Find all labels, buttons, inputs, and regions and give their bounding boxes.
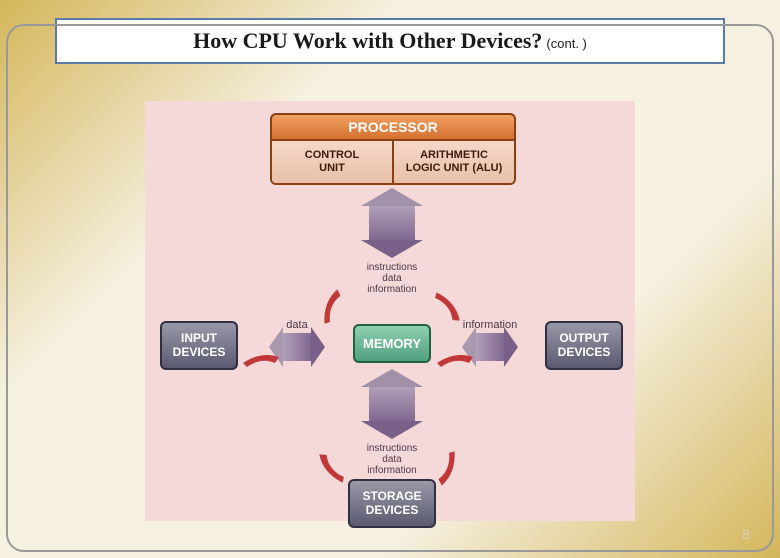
arrow-label: data [337,273,447,284]
arrow-label: instructions [337,443,447,454]
processor-box: PROCESSOR CONTROLUNIT ARITHMETICLOGIC UN… [270,113,516,185]
arrow-label: instructions [337,262,447,273]
arrow-memory-storage: instructions data information [337,387,447,476]
processor-body: CONTROLUNIT ARITHMETICLOGIC UNIT (ALU) [270,141,516,185]
title-bar: How CPU Work with Other Devices? (cont. … [55,18,725,64]
double-arrow-icon [476,333,504,361]
double-arrow-icon [283,333,311,361]
double-arrow-icon [369,206,415,240]
control-unit-box: CONTROLUNIT [272,141,394,183]
slide-title: How CPU Work with Other Devices? [193,28,542,53]
arrow-processor-memory: instructions data information [337,206,447,295]
output-devices-box: OUTPUTDEVICES [545,321,623,370]
arrow-ms-labels: instructions data information [337,443,447,476]
alu-box: ARITHMETICLOGIC UNIT (ALU) [394,141,514,183]
processor-header: PROCESSOR [270,113,516,141]
diagram-area: PROCESSOR CONTROLUNIT ARITHMETICLOGIC UN… [145,101,635,521]
arrow-label: data [337,454,447,465]
storage-devices-box: STORAGEDEVICES [348,479,436,528]
input-devices-box: INPUTDEVICES [160,321,238,370]
swoosh-icon [435,349,475,369]
slide-title-suffix: (cont. ) [546,36,586,51]
double-arrow-icon [369,387,415,421]
arrow-label: information [337,465,447,476]
swoosh-icon [241,349,281,369]
memory-box: MEMORY [353,324,431,363]
arrow-pm-labels: instructions data information [337,262,447,295]
